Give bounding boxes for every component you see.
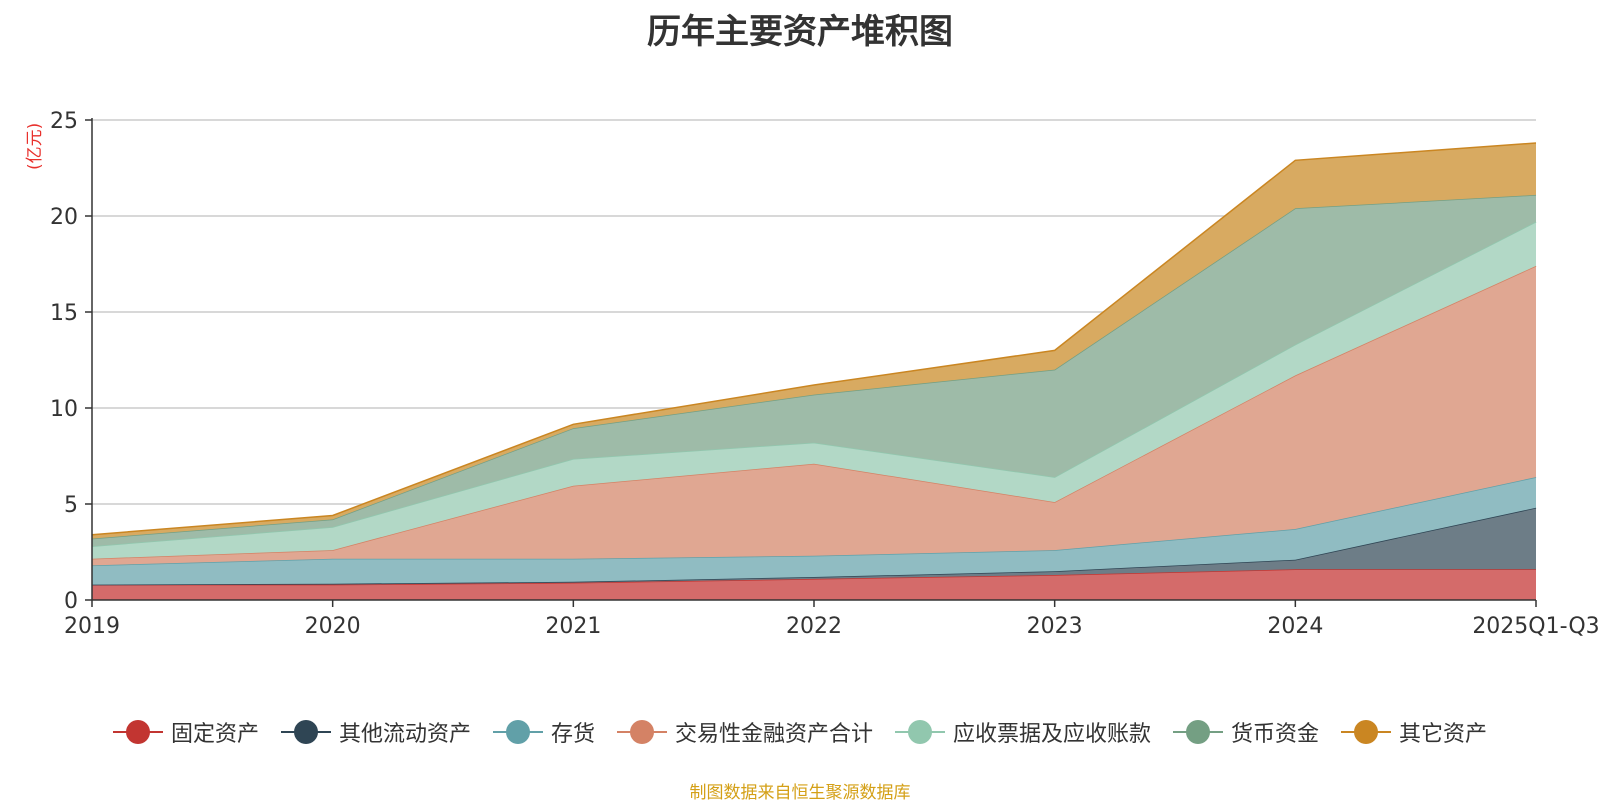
legend-marker-icon — [1341, 719, 1392, 745]
legend-marker-icon — [112, 719, 163, 745]
source-note: 制图数据来自恒生聚源数据库 — [689, 783, 911, 803]
x-tick-label: 2022 — [786, 614, 842, 639]
area-应收票据及应收账款 — [92, 221, 1536, 559]
legend-marker-icon — [895, 719, 945, 745]
y-tick-label: 5 — [64, 493, 78, 518]
legend-item[interactable]: 货币资金 — [1173, 716, 1319, 748]
legend-label: 其他流动资产 — [338, 722, 471, 747]
legend-label: 应收票据及应收账款 — [953, 722, 1152, 747]
legend-label: 交易性金融资产合计 — [674, 722, 873, 747]
x-tick-label: 2023 — [1027, 614, 1083, 639]
x-tick-label: 2019 — [64, 614, 120, 639]
y-tick-label: 15 — [50, 301, 78, 326]
area-交易性金融资产合计 — [92, 265, 1536, 566]
area-其它资产 — [92, 143, 1536, 539]
y-tick-label: 10 — [50, 397, 78, 422]
x-tick-label: 2021 — [545, 614, 601, 639]
legend-marker-icon — [616, 719, 667, 745]
legend-item[interactable]: 交易性金融资产合计 — [616, 716, 873, 748]
legend-label: 固定资产 — [170, 722, 259, 747]
chart-title: 历年主要资产堆积图 — [647, 12, 953, 52]
legend-item[interactable]: 其它资产 — [1341, 716, 1487, 748]
y-tick-label: 0 — [64, 589, 78, 614]
legend-label: 货币资金 — [1231, 722, 1320, 747]
x-tick-label: 2025Q1-Q3 — [1472, 614, 1599, 639]
stacked-area-chart: 0 5 10 15 20 25 2019 2020 2021 2022 2023 2024 2025Q1… — [50, 109, 1600, 639]
area-存货 — [92, 477, 1536, 585]
area-固定资产 — [92, 569, 1536, 600]
legend-label: 其它资产 — [1399, 722, 1488, 747]
legend-marker-icon — [492, 719, 543, 745]
legend-item[interactable]: 存货 — [492, 716, 595, 748]
axes: 0 5 10 15 20 25 2019 2020 2021 2022 2023 2024 2025Q1… — [50, 109, 1600, 639]
legend-item[interactable]: 固定资产 — [112, 716, 259, 748]
area-series — [91, 142, 1537, 600]
legend-marker-icon — [1173, 719, 1224, 745]
x-tick-label: 2024 — [1267, 614, 1323, 639]
y-tick-label: 25 — [50, 109, 78, 134]
legend: 固定资产 其他流动资产 存货 交易性金融资产合计 应收票据及应收账款 货币资金 其它资产 — [0, 716, 1600, 748]
legend-item[interactable]: 其他流动资产 — [280, 716, 471, 748]
legend-marker-icon — [280, 719, 331, 745]
x-tick-label: 2020 — [305, 614, 361, 639]
legend-item[interactable]: 应收票据及应收账款 — [895, 716, 1151, 748]
legend-label: 存货 — [550, 722, 595, 747]
area-货币资金 — [92, 194, 1536, 547]
line-其它资产 — [91, 142, 1537, 536]
y-tick-label: 20 — [50, 205, 78, 230]
